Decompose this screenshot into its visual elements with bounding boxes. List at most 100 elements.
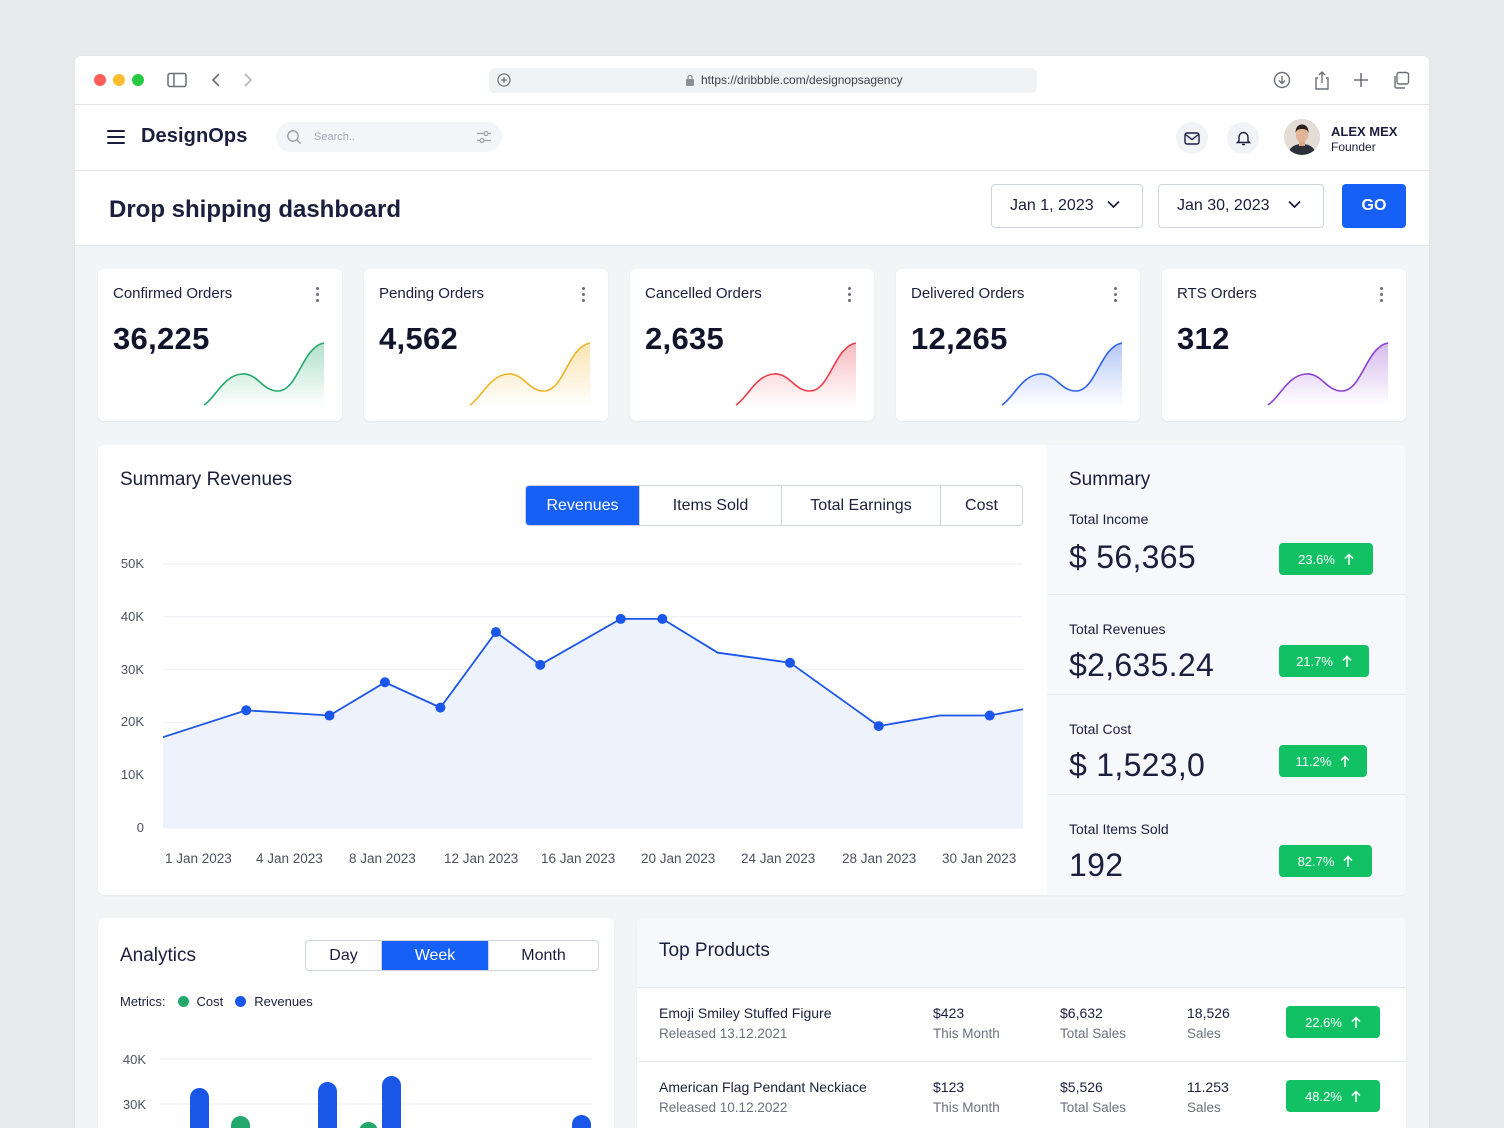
search-bar[interactable]: Search.. [276, 122, 502, 152]
product-sales-value: 18,526 [1187, 1005, 1230, 1021]
product-total-value: $5,526 [1060, 1079, 1103, 1095]
revenues-chart [162, 563, 1024, 829]
kpi-value: 4,562 [379, 321, 459, 356]
arrow-up-icon [1344, 552, 1354, 565]
lock-icon [686, 74, 694, 86]
chevron-down-icon [1107, 200, 1120, 209]
revenue-point[interactable] [241, 705, 252, 716]
kpi-card: Cancelled Orders 2,635 [630, 269, 874, 421]
revenues-legend-label: Revenues [254, 994, 313, 1009]
notifications-button[interactable] [1227, 122, 1259, 154]
add-extension-icon[interactable] [496, 72, 512, 88]
maximize-window-button[interactable] [132, 74, 144, 86]
more-options-icon[interactable] [1114, 287, 1118, 305]
filter-icon[interactable] [476, 129, 492, 145]
sidebar-toggle-icon[interactable] [166, 69, 188, 91]
arrow-up-icon [1351, 1015, 1361, 1028]
y-tick-label: 40K [120, 608, 144, 624]
analytics-ytick: 30K [122, 1097, 146, 1112]
product-row[interactable]: American Flag Pendant Neckiace Released 1… [637, 1062, 1406, 1128]
start-date-select[interactable]: Jan 1, 2023 [991, 184, 1143, 228]
top-products-title: Top Products [659, 940, 770, 961]
y-tick-label: 20K [120, 714, 144, 730]
product-month-label: This Month [933, 1026, 1000, 1041]
revenue-point[interactable] [324, 710, 335, 721]
minimize-window-button[interactable] [113, 74, 125, 86]
x-tick-label: 20 Jan 2023 [641, 851, 716, 866]
analytics-bar [231, 1116, 250, 1128]
kpi-label: Confirmed Orders [113, 285, 233, 302]
back-arrow-icon[interactable] [205, 69, 227, 91]
revenue-point[interactable] [657, 613, 668, 624]
change-value: 21.7% [1296, 653, 1333, 669]
change-badge: 21.7% [1279, 645, 1369, 677]
kpi-label: Cancelled Orders [645, 285, 762, 302]
analytics-bar [190, 1088, 209, 1128]
revenues-tab-cost[interactable]: Cost [965, 496, 998, 514]
analytics-tab-month[interactable]: Month [521, 946, 566, 964]
revenue-point[interactable] [615, 613, 626, 624]
avatar[interactable] [1284, 119, 1320, 155]
analytics-bar [572, 1115, 591, 1128]
address-bar[interactable]: https://dribbble.com/designopsagency [489, 68, 1037, 93]
browser-window: https://dribbble.com/designopsagency Des… [75, 56, 1429, 1128]
browser-toolbar: https://dribbble.com/designopsagency [75, 56, 1429, 105]
analytics-bar [359, 1122, 378, 1128]
analytics-tab-day[interactable]: Day [306, 941, 382, 970]
revenues-tab-items-sold[interactable]: Items Sold [640, 486, 782, 525]
revenue-point[interactable] [535, 659, 546, 670]
download-icon[interactable] [1271, 69, 1293, 91]
revenue-point[interactable] [984, 710, 995, 721]
new-tab-icon[interactable] [1350, 69, 1372, 91]
sparkline [735, 342, 857, 407]
search-icon [287, 130, 301, 144]
revenues-legend-dot [235, 996, 247, 1007]
revenue-point[interactable] [379, 677, 390, 688]
kpi-card: RTS Orders 312 [1162, 269, 1406, 421]
cost-legend-label: Cost [196, 994, 224, 1009]
revenue-point[interactable] [784, 657, 795, 668]
x-tick-label: 24 Jan 2023 [741, 851, 816, 866]
change-value: 82.7% [1297, 853, 1335, 869]
product-row[interactable]: Emoji Smiley Stuffed Figure Released 13.1… [637, 988, 1406, 1062]
mail-button[interactable] [1176, 122, 1208, 154]
close-window-button[interactable] [94, 74, 106, 86]
more-options-icon[interactable] [582, 287, 586, 305]
summary-item: Total Cost $ 1,523,0 11.2% [1047, 695, 1406, 795]
kpi-value: 2,635 [645, 321, 725, 356]
revenue-point[interactable] [435, 702, 446, 713]
revenue-area [163, 618, 1023, 828]
y-tick-label: 50K [120, 556, 144, 571]
kpi-label: Delivered Orders [911, 285, 1025, 302]
change-badge: 22.6% [1286, 1006, 1380, 1038]
end-date-select[interactable]: Jan 30, 2023 [1158, 184, 1324, 228]
summary-item: Total Items Sold 192 82.7% [1047, 795, 1406, 895]
menu-icon[interactable] [107, 130, 125, 144]
more-options-icon[interactable] [316, 287, 320, 305]
more-options-icon[interactable] [848, 287, 852, 305]
mail-icon [1184, 131, 1200, 145]
product-month-label: This Month [933, 1100, 1000, 1115]
revenue-point[interactable] [873, 721, 884, 732]
more-options-icon[interactable] [1380, 287, 1384, 305]
analytics-title: Analytics [120, 945, 197, 966]
bell-icon [1235, 131, 1251, 146]
metrics-legend: Metrics: Cost Revenues [120, 994, 313, 1009]
change-badge: 48.2% [1286, 1080, 1380, 1112]
kpi-value: 12,265 [911, 321, 1008, 356]
arrow-up-icon [1340, 754, 1350, 767]
revenues-tab-revenues[interactable]: Revenues [526, 486, 640, 525]
summary-label: Total Items Sold [1069, 821, 1169, 837]
product-total-label: Total Sales [1060, 1026, 1127, 1041]
search-input[interactable]: Search.. [314, 131, 355, 143]
share-icon[interactable] [1311, 69, 1333, 91]
analytics-tab-week[interactable]: Week [382, 941, 489, 970]
x-tick-label: 8 Jan 2023 [349, 851, 416, 866]
revenue-point[interactable] [490, 627, 501, 638]
product-total-value: $6,632 [1060, 1005, 1103, 1021]
change-value: 11.2% [1295, 753, 1332, 769]
revenues-tab-total-earnings[interactable]: Total Earnings [782, 486, 941, 525]
forward-arrow-icon[interactable] [237, 69, 259, 91]
tabs-overview-icon[interactable] [1390, 69, 1412, 91]
go-button[interactable]: GO [1342, 184, 1406, 228]
